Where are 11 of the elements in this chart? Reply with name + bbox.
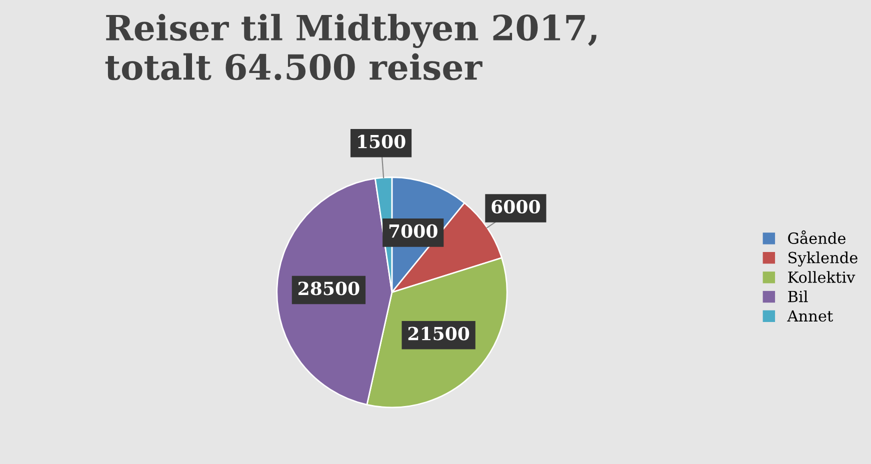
data-label: 6000 xyxy=(492,200,540,214)
legend-label: Gående xyxy=(788,230,846,244)
legend-label: Bil xyxy=(788,290,808,302)
legend-label: Syklende xyxy=(788,252,858,267)
chart-title: Reiser til Midtbyen 2017, totalt 64.500 reiser xyxy=(105,14,596,80)
data-label: 21500 xyxy=(408,326,470,340)
legend-label: Annet xyxy=(787,310,834,322)
data-label: 1500 xyxy=(358,134,406,148)
data-label: 28500 xyxy=(298,282,360,296)
legend-label: Kollektiv xyxy=(788,271,856,283)
data-label: 7000 xyxy=(389,224,438,238)
